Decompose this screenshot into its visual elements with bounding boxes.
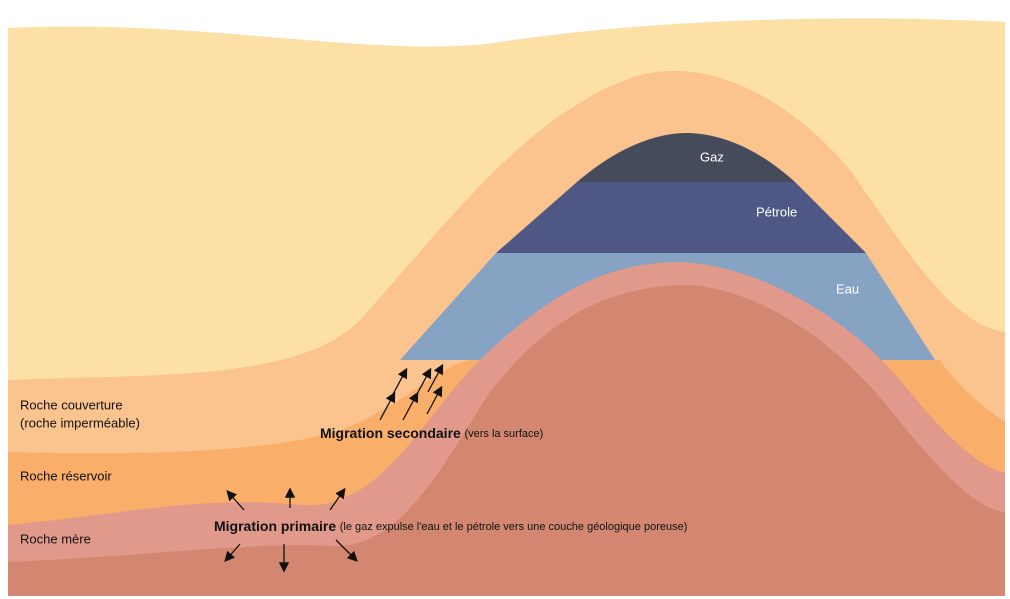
secondary-migration: Migration secondaire (vers la surface) <box>320 425 543 441</box>
cap-rock-label: Roche couverture <box>20 397 123 412</box>
primary-migration: Migration primaire (le gaz expulse l'eau… <box>214 518 687 534</box>
primary-arrows <box>224 487 358 573</box>
cap-rock-note: (roche imperméable) <box>20 415 140 430</box>
source-label: Roche mère <box>20 531 91 546</box>
water-label: Eau <box>836 281 859 296</box>
source-rock <box>8 285 1005 596</box>
oil-zone <box>496 182 866 253</box>
oil-label: Pétrole <box>756 204 797 219</box>
gas-zone <box>577 132 795 182</box>
reservoir-label: Roche réservoir <box>20 468 112 483</box>
secondary-arrows <box>379 363 444 421</box>
gas-label: Gaz <box>700 149 724 164</box>
